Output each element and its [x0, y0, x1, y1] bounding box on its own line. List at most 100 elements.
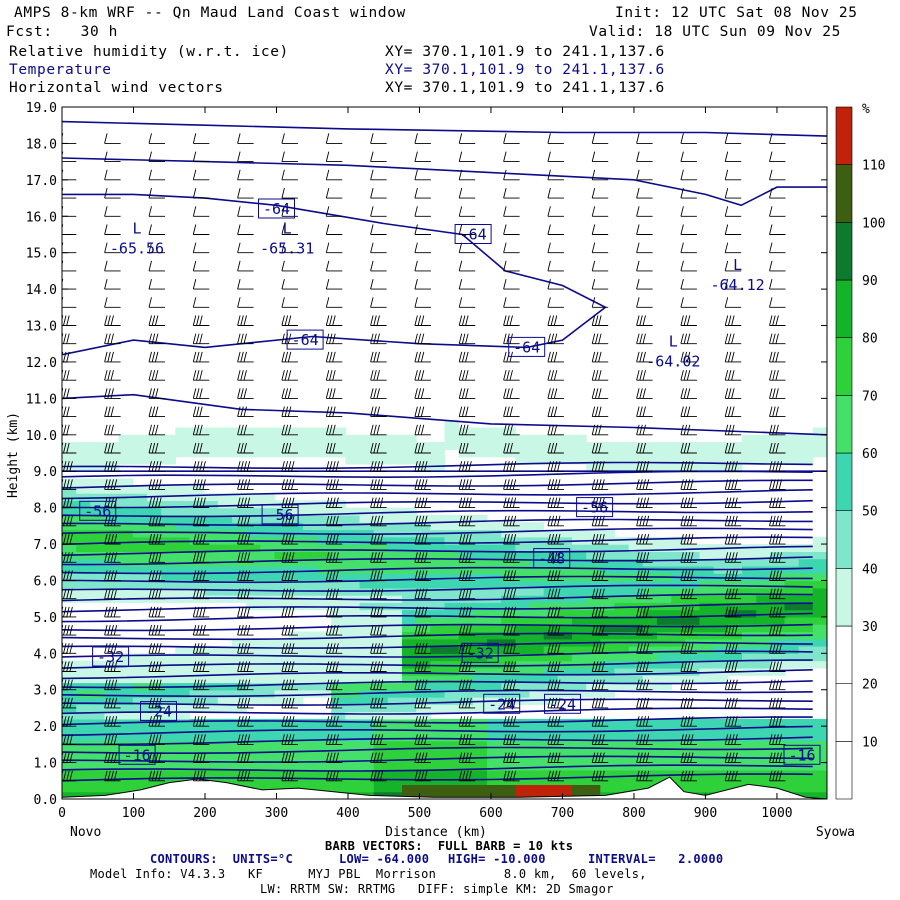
wind-barb	[458, 515, 476, 527]
rh-cell	[217, 493, 233, 501]
rh-cell	[756, 748, 771, 756]
wind-barb	[325, 388, 343, 399]
rh-cell	[784, 602, 800, 611]
rh-cell	[345, 551, 361, 560]
wind-barb	[591, 533, 609, 545]
rh-cell	[345, 544, 361, 552]
wind-barb	[104, 133, 121, 144]
rh-cell	[317, 507, 332, 516]
wind-barb	[281, 497, 298, 509]
rh-cell	[232, 500, 247, 509]
rh-cell	[543, 624, 559, 633]
rh-cell	[317, 748, 332, 756]
rh-cell	[373, 616, 389, 625]
rh-cell	[671, 755, 686, 764]
wind-barb	[237, 734, 254, 745]
rh-cell	[302, 449, 318, 458]
rh-cell	[260, 777, 276, 785]
wind-barb	[458, 461, 476, 472]
wind-barb	[148, 442, 165, 454]
rh-cell	[586, 544, 601, 552]
rh-cell	[671, 544, 686, 552]
rh-cell	[770, 544, 786, 552]
wind-barb	[769, 278, 786, 290]
wind-barb	[281, 406, 298, 418]
rh-cell	[798, 587, 814, 596]
rh-cell	[614, 733, 630, 742]
rh-cell	[444, 573, 460, 582]
rh-cell	[642, 748, 658, 756]
isotherm	[62, 527, 813, 536]
rh-cell	[161, 544, 176, 552]
wind-barb	[724, 661, 742, 672]
rh-cell	[345, 740, 361, 749]
rh-cell	[317, 675, 332, 684]
rh-cell	[387, 434, 403, 443]
wind-barb	[62, 661, 77, 672]
rh-cell	[614, 595, 630, 603]
wind-barb	[680, 442, 697, 454]
rh-cell	[444, 434, 460, 443]
y-tick-label: 6.0	[34, 574, 57, 589]
wind-barb	[325, 206, 343, 217]
rh-cell	[444, 667, 460, 676]
rh-cell	[685, 442, 701, 450]
rh-cell	[515, 536, 531, 545]
rh-cell	[246, 551, 261, 560]
rh-cell	[501, 689, 516, 698]
rh-cell	[203, 769, 219, 778]
wind-barb	[325, 624, 343, 636]
wind-barb	[458, 406, 476, 418]
wind-barb	[192, 661, 210, 672]
rh-cell	[487, 762, 502, 771]
y-tick-label: 4.0	[34, 647, 57, 662]
rh-cell	[600, 442, 616, 450]
rh-cell	[472, 427, 488, 436]
rh-cell	[90, 514, 106, 523]
rh-cell	[472, 667, 488, 676]
rh-cell	[628, 740, 644, 749]
low-marker: L	[132, 219, 141, 237]
rh-cell	[331, 755, 346, 764]
rh-cell	[685, 616, 701, 625]
rh-cell	[345, 762, 361, 771]
rh-cell	[331, 675, 346, 684]
rh-cell	[430, 704, 446, 713]
wind-barb	[458, 497, 476, 509]
rh-cell	[600, 748, 616, 756]
rh-cell	[175, 449, 191, 458]
rh-cell	[642, 580, 658, 589]
rh-cell	[175, 522, 191, 531]
rh-cell	[529, 602, 545, 611]
rh-cell	[458, 675, 474, 684]
rh-cell	[331, 609, 346, 618]
rh-cell	[359, 784, 375, 793]
rh-cell	[402, 449, 417, 458]
rh-cell	[260, 442, 276, 450]
wind-barb	[769, 151, 786, 163]
wind-barb	[547, 697, 564, 709]
isotherm-label-box	[92, 646, 130, 667]
rh-cell	[359, 631, 375, 640]
wind-barb	[724, 388, 742, 399]
rh-cell	[784, 442, 800, 450]
wind-barb	[192, 552, 210, 563]
rh-cell	[260, 718, 276, 727]
rh-cell	[657, 718, 672, 727]
wind-barb	[325, 370, 343, 381]
rh-cell	[104, 507, 120, 516]
rh-cell	[742, 602, 757, 611]
rh-cell	[274, 733, 290, 742]
rh-cell	[671, 653, 686, 662]
rh-cell	[302, 427, 318, 436]
rh-cell	[614, 660, 630, 669]
rh-cell	[359, 456, 375, 465]
rh-cell	[756, 609, 771, 618]
rh-cell	[572, 616, 587, 625]
rh-cell	[302, 733, 318, 742]
wind-barb	[192, 497, 210, 509]
rh-cell	[657, 653, 672, 662]
wind-barb	[503, 624, 520, 636]
isotherm	[62, 393, 827, 436]
rh-cell	[812, 616, 827, 625]
